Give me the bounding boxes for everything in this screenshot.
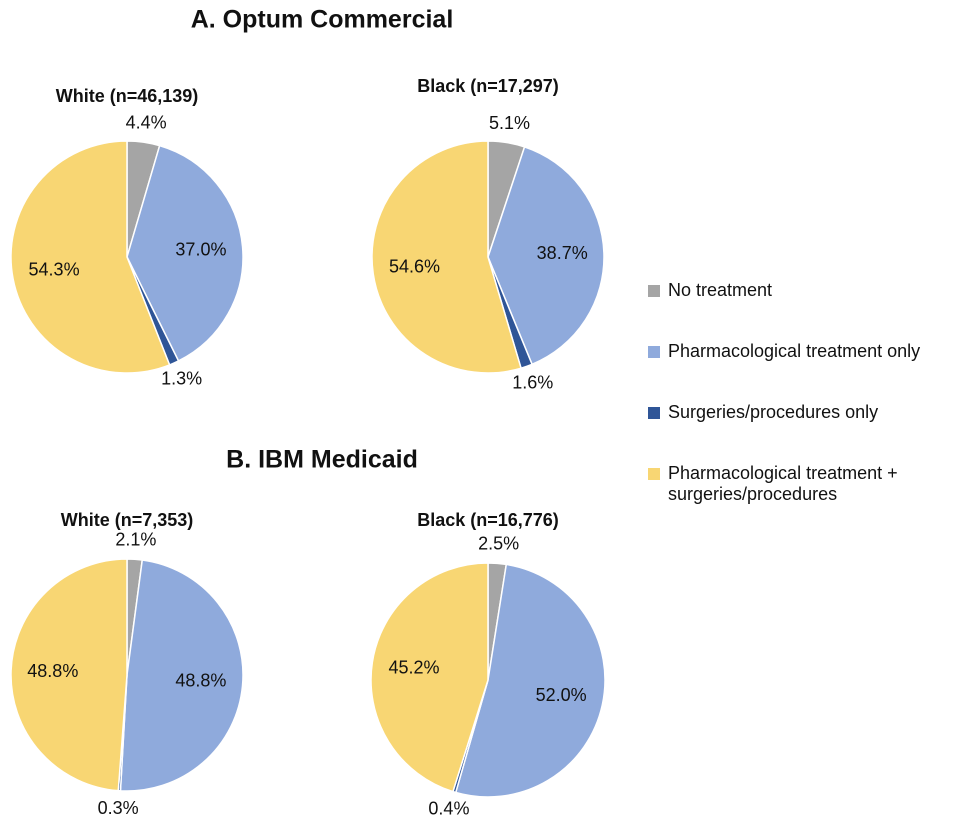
value-label: 0.3%	[98, 798, 139, 818]
legend-label: Pharmacological treatment + surgeries/pr…	[668, 463, 898, 504]
pie-slice	[126, 144, 244, 362]
value-label: 48.8%	[175, 671, 226, 691]
value-label: 38.7%	[537, 243, 588, 263]
pie-slice	[454, 563, 606, 798]
section-title: B. IBM Medicaid	[226, 446, 418, 474]
pie-slice	[371, 140, 522, 374]
value-label: 54.6%	[389, 256, 440, 276]
legend-label: Pharmacological treatment only	[668, 341, 921, 361]
value-label: 1.3%	[161, 369, 202, 389]
legend-swatch	[648, 468, 660, 480]
value-label: 1.6%	[512, 373, 553, 393]
legend: No treatment Pharmacological treatment on…	[648, 280, 958, 524]
legend-label: No treatment	[668, 280, 773, 300]
pie-slice	[487, 145, 605, 366]
value-label: 0.4%	[428, 799, 469, 819]
value-label: 48.8%	[27, 661, 78, 681]
pie-slice	[10, 558, 128, 792]
legend-label: Surgeries/procedures only	[668, 402, 879, 422]
legend-item: No treatment	[648, 280, 958, 341]
value-label: 54.3%	[29, 260, 80, 280]
value-label: 37.0%	[175, 239, 226, 259]
pie-title: White (n=46,139)	[56, 86, 199, 106]
value-label: 52.0%	[536, 685, 587, 705]
pie-slice	[119, 559, 244, 792]
pie-slice	[370, 562, 489, 793]
legend-item: Pharmacological treatment only	[648, 341, 958, 402]
pie-title: Black (n=17,297)	[417, 76, 559, 96]
legend-swatch	[648, 407, 660, 419]
legend-swatch	[648, 346, 660, 358]
value-label: 4.4%	[126, 113, 167, 133]
legend-item: Surgeries/procedures only	[648, 402, 958, 463]
section-title: A. Optum Commercial	[191, 6, 454, 34]
pie-title: White (n=7,353)	[61, 510, 194, 530]
legend-item: Pharmacological treatment + surgeries/pr…	[648, 463, 958, 524]
pie-slice	[10, 140, 171, 374]
value-label: 5.1%	[489, 113, 530, 133]
value-label: 2.5%	[478, 533, 519, 553]
value-label: 45.2%	[388, 657, 439, 677]
value-label: 2.1%	[115, 529, 156, 549]
legend-swatch	[648, 285, 660, 297]
pie-title: Black (n=16,776)	[417, 510, 559, 530]
